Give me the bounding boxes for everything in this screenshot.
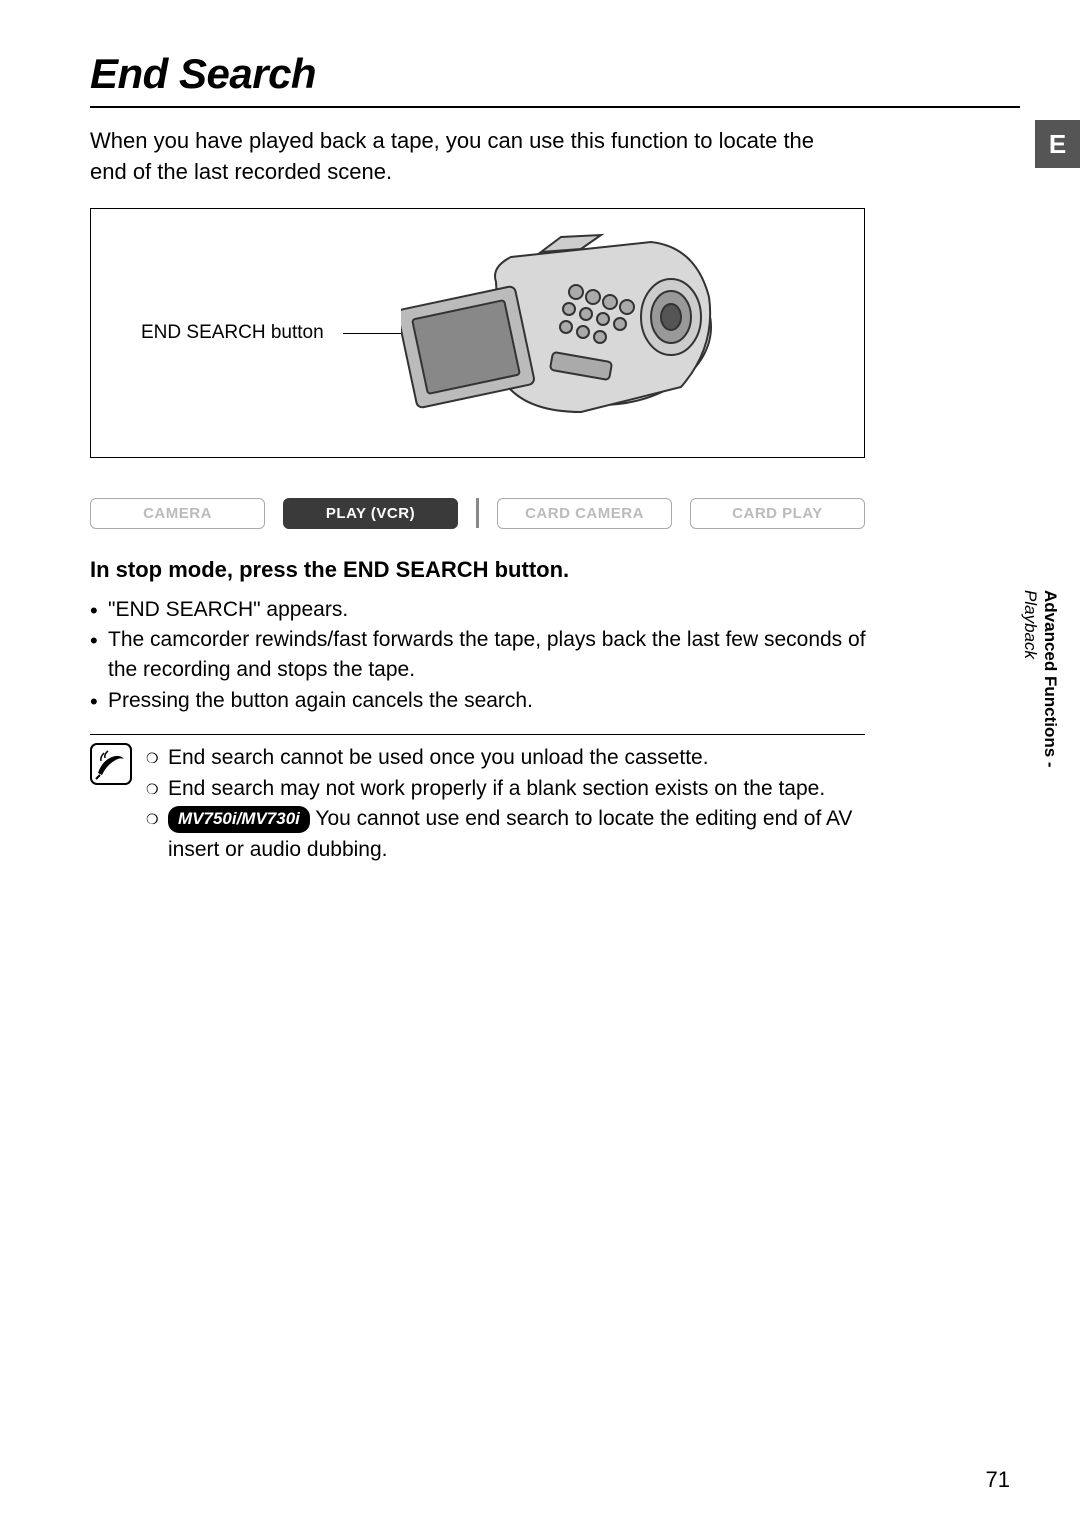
mode-separator [476, 498, 479, 528]
bullet-item: Pressing the button again cancels the se… [90, 686, 870, 716]
bullet-item: "END SEARCH" appears. [90, 595, 870, 625]
mode-card-camera: CARD CAMERA [497, 498, 672, 529]
page-title: End Search [90, 50, 1020, 98]
side-dash: - [1041, 757, 1060, 767]
mode-card-play: CARD PLAY [690, 498, 865, 529]
diagram-label: END SEARCH button [141, 322, 324, 344]
mode-camera: CAMERA [90, 498, 265, 529]
model-pill: MV750i/MV730i [168, 806, 310, 833]
bullet-item: The camcorder rewinds/fast forwards the … [90, 625, 870, 686]
language-tab: E [1035, 120, 1080, 168]
side-label: Advanced Functions - Playback [1020, 590, 1060, 768]
note-list: End search cannot be used once you unloa… [146, 743, 865, 865]
page-number: 71 [986, 1467, 1010, 1493]
mode-row: CAMERA PLAY (VCR) CARD CAMERA CARD PLAY [90, 498, 865, 529]
note-icon [90, 743, 132, 785]
bullet-list: "END SEARCH" appears. The camcorder rewi… [90, 595, 870, 717]
note-item: End search cannot be used once you unloa… [146, 743, 865, 773]
mode-play-vcr: PLAY (VCR) [283, 498, 458, 529]
note-block: End search cannot be used once you unloa… [90, 743, 865, 865]
title-rule [90, 106, 1020, 108]
camcorder-illustration [401, 227, 721, 437]
note-item: MV750i/MV730i You cannot use end search … [146, 804, 865, 865]
note-item: End search may not work properly if a bl… [146, 774, 865, 804]
side-section: Advanced Functions [1041, 590, 1060, 757]
intro-text: When you have played back a tape, you ca… [90, 126, 850, 188]
camcorder-diagram: END SEARCH button [90, 208, 865, 458]
side-sub: Playback [1021, 590, 1040, 659]
note-rule [90, 734, 865, 735]
callout-line [343, 333, 403, 334]
instruction-heading: In stop mode, press the END SEARCH butto… [90, 557, 1020, 583]
